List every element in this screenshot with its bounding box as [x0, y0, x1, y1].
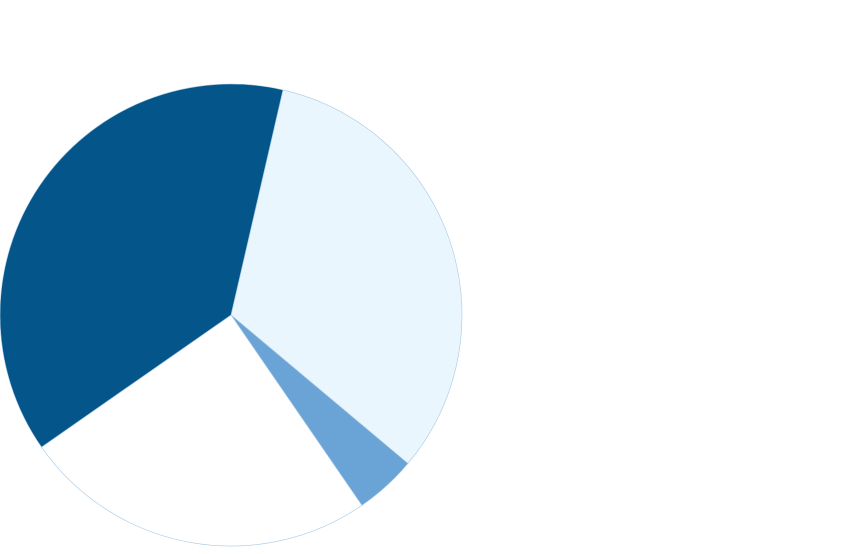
- pie-slice-4: [0, 83, 284, 448]
- pie-slice-1: [230, 89, 463, 464]
- pie-slices: [0, 83, 463, 547]
- pie-slice-3: [41, 314, 363, 547]
